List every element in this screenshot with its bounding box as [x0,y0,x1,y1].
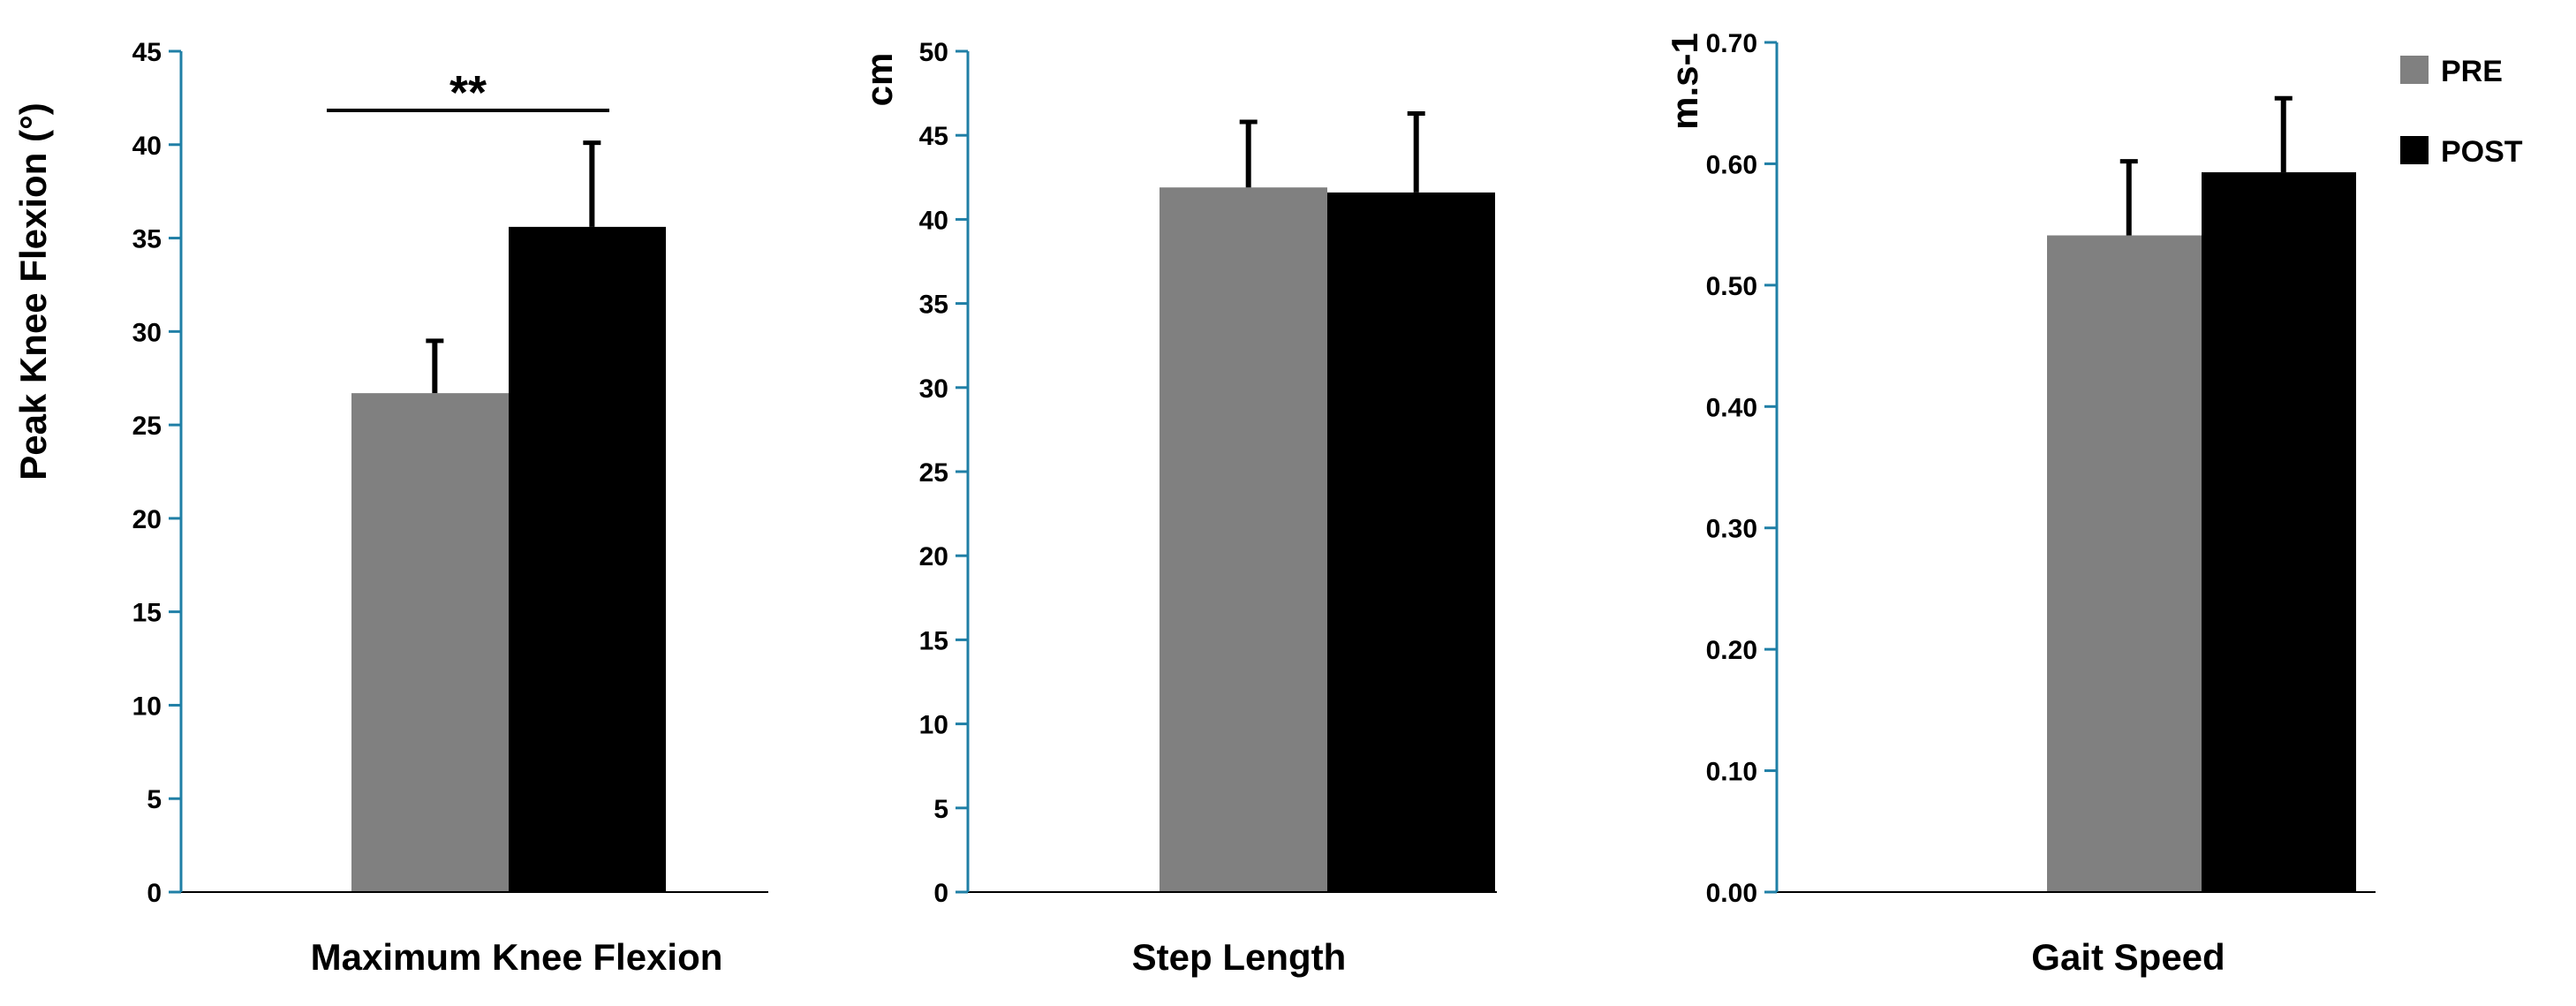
y-tick-label: 40 [919,206,948,235]
significance-label: ** [449,66,487,119]
y-tick-label: 20 [132,505,162,534]
x-axis-title: Gait Speed [2031,936,2225,978]
legend-swatch-post [2400,136,2429,164]
y-tick-label: 25 [132,412,162,441]
y-tick-label: 35 [919,291,948,320]
y-tick-label: 20 [919,542,948,571]
legend: PRE POST [2400,55,2523,169]
legend-label-pre: PRE [2441,55,2503,88]
y-tick-label: 0.20 [1706,636,1757,665]
y-tick-label: 35 [132,225,162,254]
y-axis-title: m.s-1 [1664,33,1705,130]
y-tick-label: 0 [933,879,948,908]
y-tick-label: 30 [132,318,162,347]
y-tick-label: 0.60 [1706,150,1757,179]
bar-post [2202,172,2356,892]
bar-pre [351,393,509,892]
y-tick-label: 10 [919,711,948,740]
y-tick-label: 0.00 [1706,879,1757,908]
y-tick-label: 0 [147,879,162,908]
y-tick-label: 30 [919,374,948,404]
legend-swatch-pre [2400,56,2429,84]
bar-pre [2047,235,2202,892]
y-tick-label: 50 [919,38,948,67]
y-tick-label: 0.70 [1706,29,1757,58]
chart-panel-3: 0.00 0.10 0.20 0.30 0.40 0.50 0.60 0.70m.s-1 Gai… [1664,29,2376,978]
legend-label-post: POST [2441,135,2523,169]
bar-post [509,226,666,893]
y-tick-label: 0.40 [1706,393,1757,422]
x-axis-title: Step Length [1132,936,1347,978]
bar-pre [1160,187,1327,892]
y-tick-label: 0.10 [1706,758,1757,787]
chart-panel-2: 0 5 10 15 20 25 30 35 40 45 50 cm Step Length [858,38,1497,978]
y-tick-label: 40 [132,132,162,161]
y-axis-title: cm [858,53,900,107]
y-tick-label: 10 [132,692,162,721]
y-tick-label: 45 [919,122,948,151]
y-tick-label: 15 [919,626,948,655]
y-tick-label: 25 [919,458,948,488]
x-axis-title: Maximum Knee Flexion [311,936,723,978]
chart-panel-1: 0 5 10 15 20 25 30 35 40 45 Peak Knee Flexion (°) M… [12,38,768,978]
y-axis-title: Peak Knee Flexion (°) [12,102,54,480]
bar-post [1327,192,1495,892]
y-tick-label: 0.50 [1706,272,1757,301]
y-tick-label: 15 [132,599,162,628]
y-tick-label: 0.30 [1706,515,1757,544]
y-tick-label: 5 [933,795,948,824]
y-tick-label: 45 [132,38,162,67]
y-tick-label: 5 [147,785,162,814]
